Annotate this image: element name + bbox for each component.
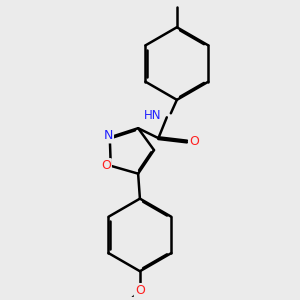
Text: HN: HN (144, 109, 162, 122)
Text: O: O (135, 284, 145, 297)
Text: O: O (189, 135, 199, 148)
Text: N: N (103, 129, 113, 142)
Text: O: O (101, 159, 111, 172)
